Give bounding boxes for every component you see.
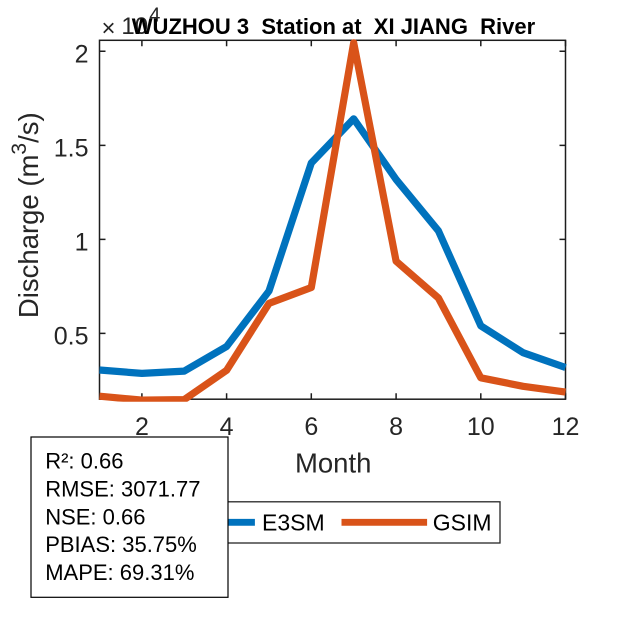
svg-text:6: 6 <box>304 413 318 441</box>
svg-text:0.5: 0.5 <box>54 323 89 351</box>
svg-text:NSE: 0.66: NSE: 0.66 <box>45 504 145 529</box>
svg-text:1: 1 <box>75 229 89 257</box>
svg-text:MAPE: 69.31%: MAPE: 69.31% <box>45 560 194 585</box>
svg-text:PBIAS: 35.75%: PBIAS: 35.75% <box>45 532 197 557</box>
svg-text:×: × <box>102 15 116 42</box>
svg-text:8: 8 <box>389 413 403 441</box>
svg-text:WUZHOU 3 Station at XI JIANG: WUZHOU 3 Station at XI JIANG River <box>132 14 536 39</box>
svg-text:Discharge (m3/s): Discharge (m3/s) <box>8 112 44 318</box>
svg-text:Month: Month <box>295 448 371 479</box>
svg-text:10: 10 <box>467 413 495 441</box>
svg-text:2: 2 <box>75 41 89 69</box>
svg-text:R²: 0.66: R²: 0.66 <box>45 449 123 474</box>
svg-text:E3SM: E3SM <box>262 509 325 535</box>
svg-text:GSIM: GSIM <box>433 509 492 535</box>
svg-text:1.5: 1.5 <box>54 135 89 163</box>
svg-text:4: 4 <box>149 5 160 27</box>
svg-text:12: 12 <box>552 413 580 441</box>
svg-text:4: 4 <box>220 413 234 441</box>
svg-text:RMSE: 3071.77: RMSE: 3071.77 <box>45 476 200 501</box>
svg-text:10: 10 <box>121 13 148 40</box>
svg-text:2: 2 <box>135 413 149 441</box>
